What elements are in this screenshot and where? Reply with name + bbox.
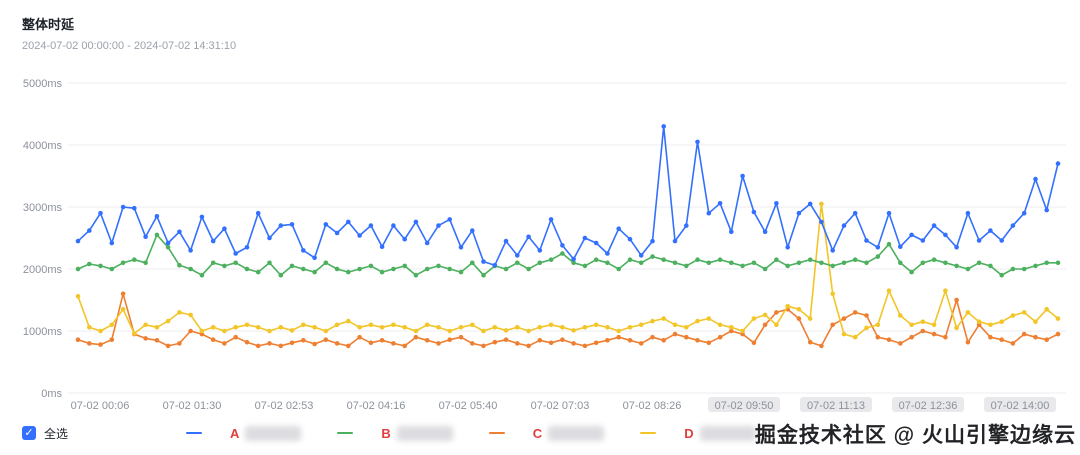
series-c-line-swatch bbox=[488, 432, 505, 434]
svg-text:07-02 07:03: 07-02 07:03 bbox=[531, 400, 590, 412]
svg-text:1000ms: 1000ms bbox=[23, 326, 63, 338]
svg-text:5000ms: 5000ms bbox=[23, 78, 63, 90]
series-a-redacted-name bbox=[245, 425, 302, 441]
svg-text:07-02 05:40: 07-02 05:40 bbox=[439, 400, 498, 412]
svg-text:07-02 02:53: 07-02 02:53 bbox=[255, 400, 314, 412]
svg-text:4000ms: 4000ms bbox=[23, 140, 63, 152]
series-d-line-swatch bbox=[640, 432, 657, 434]
select-all-checkbox-group[interactable]: ✓ 全选 bbox=[22, 425, 68, 442]
check-icon: ✓ bbox=[24, 427, 34, 439]
series-d-redacted-name bbox=[699, 425, 756, 441]
latency-line-chart: 5000ms 4000ms 3000ms 2000ms 1000ms 0ms 07-02 0… bbox=[23, 78, 1066, 412]
svg-text:07-02 12:36: 07-02 12:36 bbox=[899, 400, 958, 412]
time-range: 2024-07-02 00:00:00 - 2024-07-02 14:31:1… bbox=[22, 40, 237, 52]
svg-text:2000ms: 2000ms bbox=[23, 264, 63, 276]
series-c-label: C bbox=[532, 425, 543, 441]
legend-item-a[interactable]: A bbox=[186, 425, 302, 441]
legend-item-d[interactable]: D bbox=[640, 425, 756, 441]
series-d-label: D bbox=[684, 425, 694, 441]
chart-header: 整体时延 2024-07-02 00:00:00 - 2024-07-02 14… bbox=[22, 14, 236, 52]
select-all-checkbox[interactable]: ✓ bbox=[22, 426, 36, 440]
svg-text:07-02 14:00: 07-02 14:00 bbox=[991, 400, 1050, 412]
svg-text:3000ms: 3000ms bbox=[23, 202, 63, 214]
svg-text:07-02 08:26: 07-02 08:26 bbox=[623, 400, 682, 412]
svg-text:07-02 09:50: 07-02 09:50 bbox=[715, 400, 774, 412]
series-a-line-swatch bbox=[186, 432, 203, 434]
svg-text:07-02 00:06: 07-02 00:06 bbox=[71, 400, 130, 412]
legend-item-b[interactable]: B bbox=[337, 425, 453, 441]
series-a-label: A bbox=[230, 425, 240, 441]
svg-text:0ms: 0ms bbox=[41, 388, 62, 400]
series-b-line-swatch bbox=[337, 432, 354, 434]
svg-text:07-02 01:30: 07-02 01:30 bbox=[163, 400, 222, 412]
watermark: 掘金技术社区 @ 火山引擎边缘云 bbox=[754, 424, 1076, 447]
legend-item-c[interactable]: C bbox=[488, 425, 605, 441]
series-c-redacted-name bbox=[548, 425, 605, 441]
legend-items: A B C D bbox=[186, 425, 792, 441]
chart-title: 整体时延 bbox=[22, 17, 75, 32]
series-b-label: B bbox=[381, 425, 391, 441]
svg-text:07-02 04:16: 07-02 04:16 bbox=[347, 400, 406, 412]
select-all-label: 全选 bbox=[44, 426, 69, 441]
series-b-redacted-name bbox=[396, 425, 453, 441]
svg-text:07-02 11:13: 07-02 11:13 bbox=[807, 400, 865, 412]
legend-bar: ✓ 全选 A B C D bbox=[22, 420, 1080, 446]
